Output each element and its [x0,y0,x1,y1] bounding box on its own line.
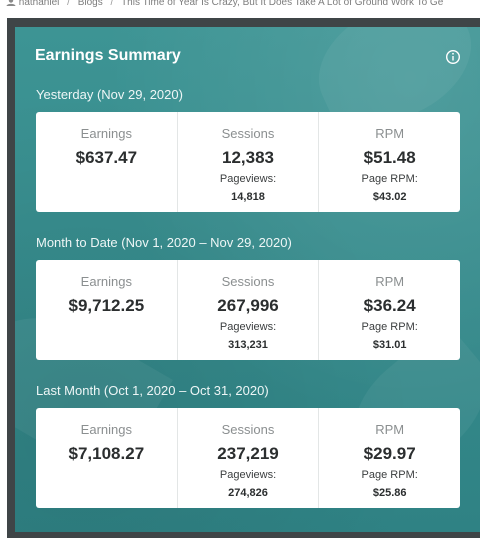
card-title: Earnings Summary [35,47,181,64]
earnings-value: $7,108.27 [68,444,145,463]
stats-panel-yesterday: Earnings $637.47 Sessions 12,383 Pagevie… [36,112,460,212]
earnings-cell: Earnings $7,108.27 [36,408,177,508]
pageviews-value: 14,818 [231,191,265,203]
rpm-value: $29.97 [363,444,416,463]
pageviews-label: Pageviews: [219,173,277,185]
section-label-month-to-date: Month to Date (Nov 1, 2020 – Nov 29, 202… [36,235,292,250]
rpm-value: $36.24 [363,296,416,315]
breadcrumb: nathaniel / Blogs / This Time of Year Is… [0,0,480,12]
rpm-cell: RPM $36.24 Page RPM: $31.01 [318,260,460,360]
rpm-label: RPM [375,422,405,437]
user-icon [6,0,16,6]
pageviews-label: Pageviews: [219,469,277,481]
sessions-label: Sessions [221,422,275,437]
page-rpm-label: Page RPM: [361,173,418,185]
breadcrumb-item-post[interactable]: This Time of Year Is Crazy, But It Does … [121,0,444,8]
pageviews-value: 274,826 [228,487,268,499]
sessions-value: 267,996 [217,296,279,315]
page-rpm-label: Page RPM: [361,321,418,333]
page-rpm-value: $31.01 [372,339,407,351]
section-label-last-month: Last Month (Oct 1, 2020 – Oct 31, 2020) [36,383,269,398]
earnings-label: Earnings [80,274,132,289]
rpm-cell: RPM $51.48 Page RPM: $43.02 [318,112,460,212]
earnings-label: Earnings [80,422,132,437]
page-rpm-label: Page RPM: [361,469,418,481]
page-rpm-value: $25.86 [372,487,407,499]
rpm-cell: RPM $29.97 Page RPM: $25.86 [318,408,460,508]
breadcrumb-item-user[interactable]: nathaniel [18,0,60,8]
earnings-value: $637.47 [75,148,138,167]
sessions-value: 237,219 [217,444,279,463]
rpm-label: RPM [375,126,405,141]
rpm-label: RPM [375,274,405,289]
sessions-label: Sessions [221,274,275,289]
pageviews-value: 313,231 [228,339,268,351]
earnings-value: $9,712.25 [68,296,145,315]
section-label-yesterday: Yesterday (Nov 29, 2020) [36,87,183,102]
sessions-cell: Sessions 12,383 Pageviews: 14,818 [176,112,319,212]
sessions-cell: Sessions 237,219 Pageviews: 274,826 [176,408,319,508]
pageviews-label: Pageviews: [219,321,277,333]
breadcrumb-separator: / [67,0,70,8]
rpm-value: $51.48 [363,148,416,167]
sessions-label: Sessions [221,126,275,141]
stats-panel-month-to-date: Earnings $9,712.25 Sessions 267,996 Page… [36,260,460,360]
sessions-cell: Sessions 267,996 Pageviews: 313,231 [176,260,319,360]
earnings-cell: Earnings $637.47 [36,112,177,212]
info-circle-icon[interactable] [445,49,461,65]
breadcrumb-item-blogs[interactable]: Blogs [77,0,103,8]
breadcrumb-separator: / [110,0,114,8]
earnings-label: Earnings [80,126,132,141]
earnings-cell: Earnings $9,712.25 [36,260,177,360]
sessions-value: 12,383 [222,148,274,167]
page-rpm-value: $43.02 [372,191,407,203]
stats-panel-last-month: Earnings $7,108.27 Sessions 237,219 Page… [36,408,460,508]
earnings-summary-card: Earnings Summary Yesterday (Nov 29, 2020… [15,27,480,532]
